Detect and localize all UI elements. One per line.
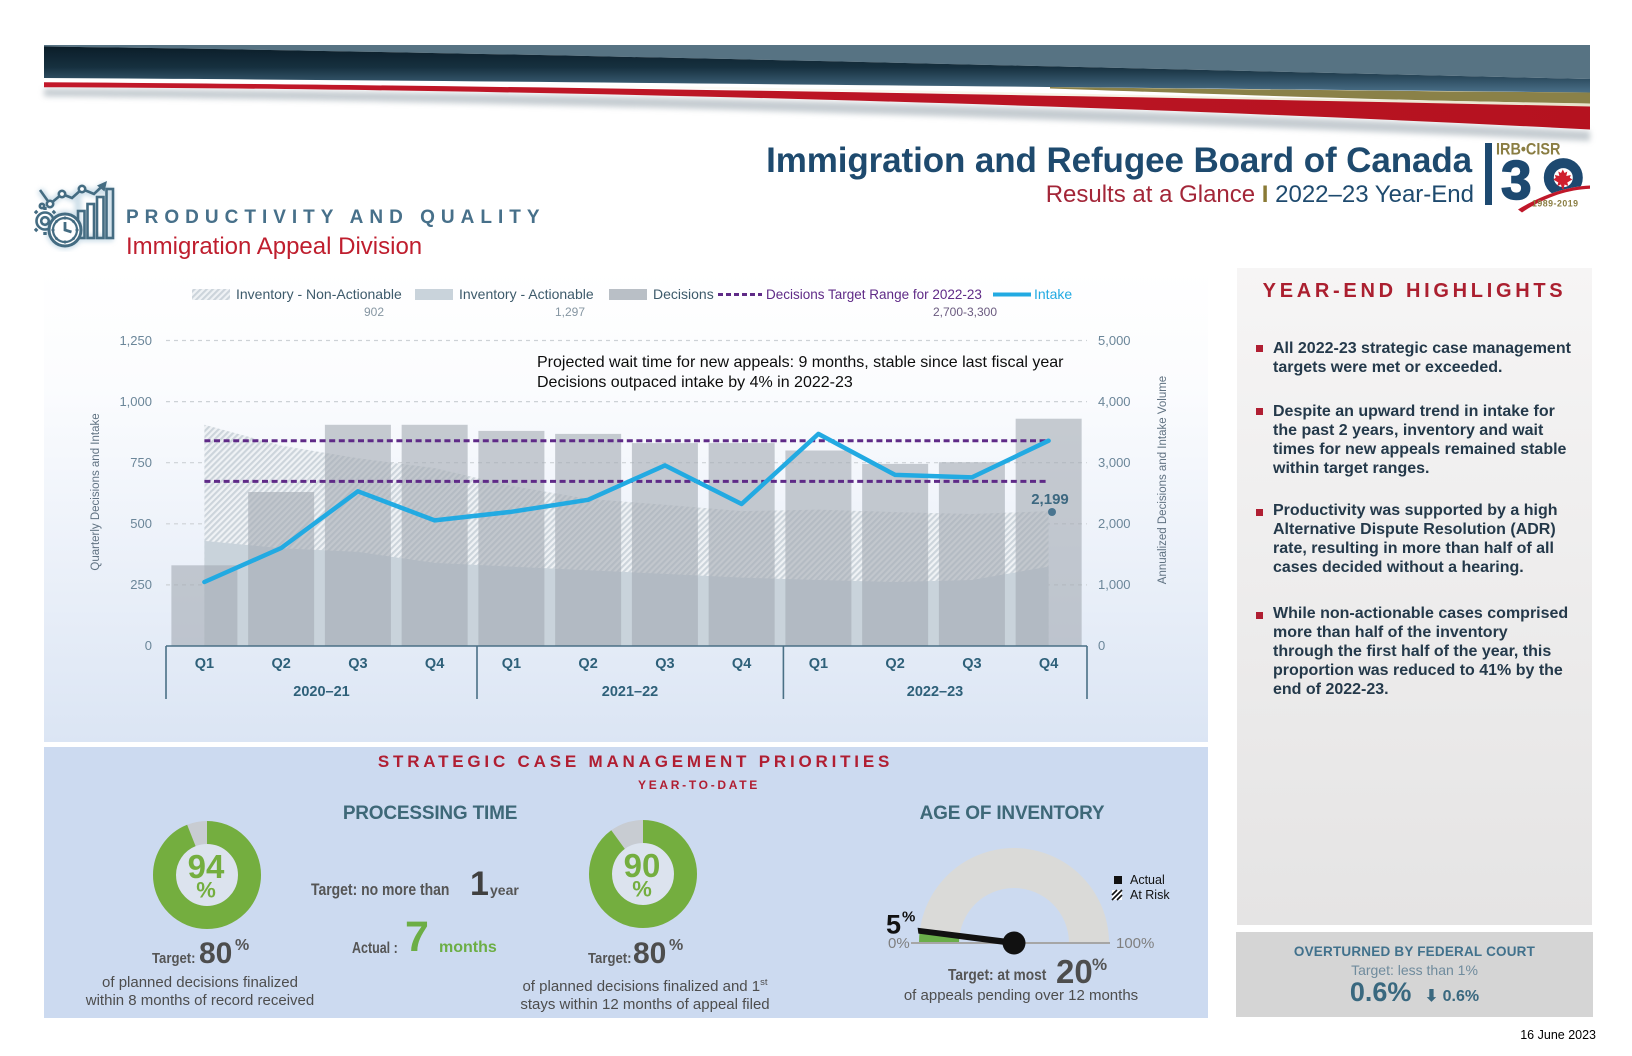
svg-text:Q4: Q4	[1039, 656, 1058, 672]
svg-text:%: %	[632, 877, 652, 902]
svg-text:1989-2019: 1989-2019	[1532, 199, 1578, 209]
svg-text:Q2: Q2	[885, 656, 904, 672]
svg-text:902: 902	[364, 305, 384, 319]
svg-text:5: 5	[886, 910, 901, 940]
svg-text:Projected wait time for new ap: Projected wait time for new appeals: 9 m…	[537, 354, 1064, 371]
svg-text:3: 3	[1501, 149, 1532, 211]
svg-text:2,000: 2,000	[1098, 516, 1131, 531]
svg-text:Decisions: Decisions	[653, 286, 714, 302]
svg-text:Inventory - Non-Actionable: Inventory - Non-Actionable	[236, 286, 402, 302]
svg-text:Q2: Q2	[578, 656, 597, 672]
svg-text:Actual: Actual	[1130, 873, 1165, 887]
svg-text:Q2: Q2	[272, 656, 291, 672]
svg-text:1,000: 1,000	[119, 394, 152, 409]
svg-text:Decisions outpaced intake by 4: Decisions outpaced intake by 4% in 2022-…	[537, 374, 853, 391]
svg-text:Decisions Target Range for 202: Decisions Target Range for 2022-23	[766, 287, 982, 302]
svg-text:90: 90	[624, 847, 661, 884]
svg-text:At Risk: At Risk	[1130, 888, 1170, 902]
svg-text:Q3: Q3	[655, 656, 674, 672]
svg-text:2021–22: 2021–22	[602, 684, 658, 700]
svg-text:1,250: 1,250	[119, 333, 152, 348]
svg-text:%: %	[196, 878, 216, 903]
svg-text:Q4: Q4	[425, 656, 444, 672]
svg-text:250: 250	[130, 577, 152, 592]
svg-text:100%: 100%	[1116, 935, 1154, 952]
svg-text:Q1: Q1	[195, 656, 214, 672]
svg-text:2022–23: 2022–23	[907, 684, 963, 700]
svg-text:Q1: Q1	[502, 656, 521, 672]
svg-text:0: 0	[1098, 638, 1105, 653]
svg-text:Inventory - Actionable: Inventory - Actionable	[459, 286, 594, 302]
svg-text:1,000: 1,000	[1098, 577, 1131, 592]
svg-text:Q3: Q3	[962, 656, 981, 672]
svg-text:2,199: 2,199	[1031, 491, 1069, 508]
svg-text:94: 94	[188, 848, 225, 885]
svg-text:2,700-3,300: 2,700-3,300	[933, 305, 997, 319]
svg-text:IRB•CISR: IRB•CISR	[1496, 141, 1561, 159]
svg-text:5,000: 5,000	[1098, 333, 1131, 348]
svg-text:750: 750	[130, 455, 152, 470]
svg-text:Intake: Intake	[1034, 286, 1072, 302]
svg-text:4,000: 4,000	[1098, 394, 1131, 409]
svg-text:%: %	[902, 909, 915, 926]
svg-text:3,000: 3,000	[1098, 455, 1131, 470]
svg-text:Quarterly Decisions and Intake: Quarterly Decisions and Intake	[90, 413, 102, 570]
svg-text:Q1: Q1	[809, 656, 828, 672]
svg-text:Q4: Q4	[732, 656, 751, 672]
svg-text:1,297: 1,297	[555, 305, 585, 319]
svg-text:0%: 0%	[888, 935, 910, 952]
svg-text:Annualized Decisions and Intak: Annualized Decisions and Intake Volume	[1157, 376, 1169, 584]
svg-text:Q3: Q3	[348, 656, 367, 672]
svg-text:0: 0	[145, 638, 152, 653]
svg-text:500: 500	[130, 516, 152, 531]
svg-text:2020–21: 2020–21	[293, 684, 349, 700]
